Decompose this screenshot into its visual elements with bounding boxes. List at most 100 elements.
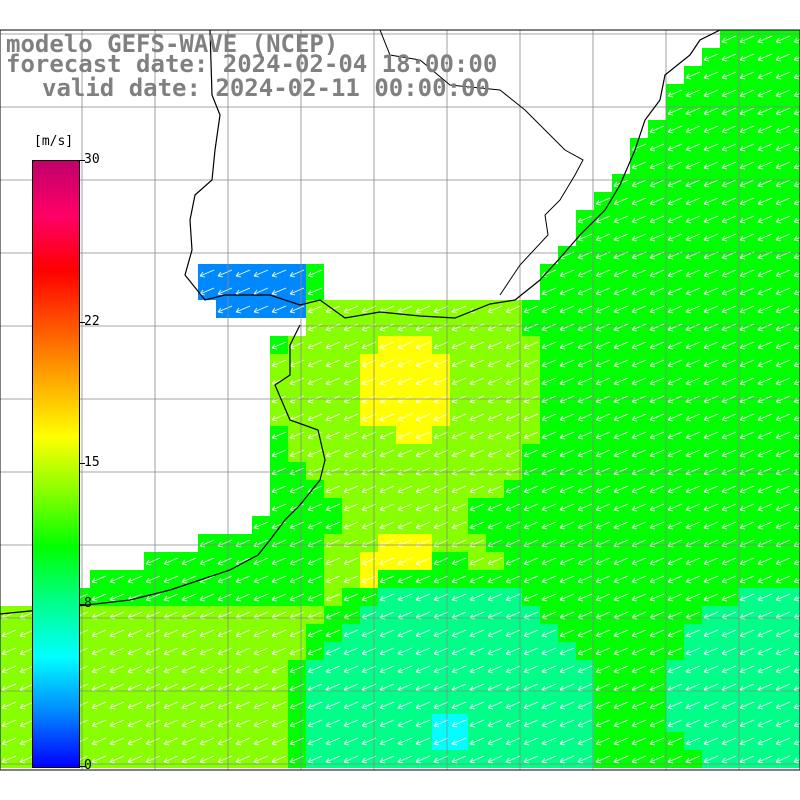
wind-arrow [739,665,755,674]
wind-arrow [559,377,575,386]
wind-arrow [775,557,791,566]
wind-arrow [325,557,341,566]
wind-arrow [505,557,521,566]
wind-arrow [667,647,683,656]
wind-arrow [775,89,791,98]
wind-arrow [685,719,701,728]
wind-arrow [721,593,737,602]
wind-arrow [397,485,413,494]
wind-arrow [703,359,719,368]
wind-arrow [613,359,629,368]
wind-arrow [379,737,395,746]
wind-arrow [451,323,467,332]
wind-arrow [667,737,683,746]
wind-arrow [667,179,683,188]
wind-arrow [703,557,719,566]
wind-arrow [649,233,665,242]
coastline [184,29,721,319]
wind-arrow [451,701,467,710]
wind-arrow [199,269,215,278]
wind-arrow [523,359,539,368]
wind-arrow [433,305,449,314]
wind-arrow [721,431,737,440]
wind-arrow [685,125,701,134]
wind-arrow [253,269,269,278]
wind-arrow [109,665,125,674]
wind-arrow [397,413,413,422]
wind-arrow [613,719,629,728]
wind-arrow [577,323,593,332]
wind-arrow [721,737,737,746]
wind-arrow [199,593,215,602]
wind-arrow [1,665,17,674]
wind-arrow [91,719,107,728]
wind-arrow [523,575,539,584]
wind-arrow [487,629,503,638]
wind-arrow [631,701,647,710]
wind-arrow [379,413,395,422]
wind-arrow [559,413,575,422]
wind-arrow [757,269,773,278]
wind-arrow [397,629,413,638]
wind-arrow [703,755,719,764]
wind-arrow [523,629,539,638]
wind-arrow [253,629,269,638]
wind-arrow [343,305,359,314]
wind-arrow [649,269,665,278]
wind-arrow [721,215,737,224]
wind-arrow [343,665,359,674]
wind-arrow [217,593,233,602]
wind-arrow [613,755,629,764]
wind-arrow [595,341,611,350]
wind-arrow [397,575,413,584]
wind-arrow [523,341,539,350]
wind-arrow [793,271,800,278]
wind-arrow [163,719,179,728]
wind-arrow [163,665,179,674]
wind-arrow [271,719,287,728]
wind-arrow [469,719,485,728]
wind-arrow [487,431,503,440]
wind-arrow [505,341,521,350]
wind-arrow [505,359,521,368]
wind-arrow [721,647,737,656]
wind-arrow [703,287,719,296]
wind-arrow [739,233,755,242]
wind-vector-field [1,35,800,764]
wind-arrow [307,269,323,278]
wind-arrow [109,575,125,584]
wind-arrow [469,575,485,584]
wind-arrow [433,701,449,710]
wind-arrow [91,737,107,746]
wind-arrow [631,593,647,602]
wind-arrow [541,485,557,494]
wind-arrow [163,737,179,746]
wind-arrow [613,233,629,242]
wind-arrow [703,269,719,278]
wind-arrow [775,143,791,152]
wind-arrow [325,503,341,512]
wind-arrow [631,323,647,332]
wind-arrow [649,377,665,386]
wind-arrow [631,359,647,368]
wind-arrow [397,647,413,656]
wind-arrow [703,53,719,62]
wind-arrow [505,485,521,494]
wind-arrow [541,665,557,674]
wind-arrow [505,575,521,584]
wind-arrow [667,269,683,278]
wind-arrow [775,755,791,764]
wind-arrow [577,287,593,296]
wind-arrow [649,431,665,440]
wind-arrow [307,521,323,530]
wind-arrow [757,719,773,728]
wind-arrow [595,737,611,746]
wind-arrow [523,323,539,332]
wind-arrow [667,557,683,566]
wind-arrow [667,197,683,206]
wind-arrow [649,557,665,566]
wind-arrow [1,647,17,656]
wind-arrow [631,485,647,494]
wind-arrow [433,377,449,386]
